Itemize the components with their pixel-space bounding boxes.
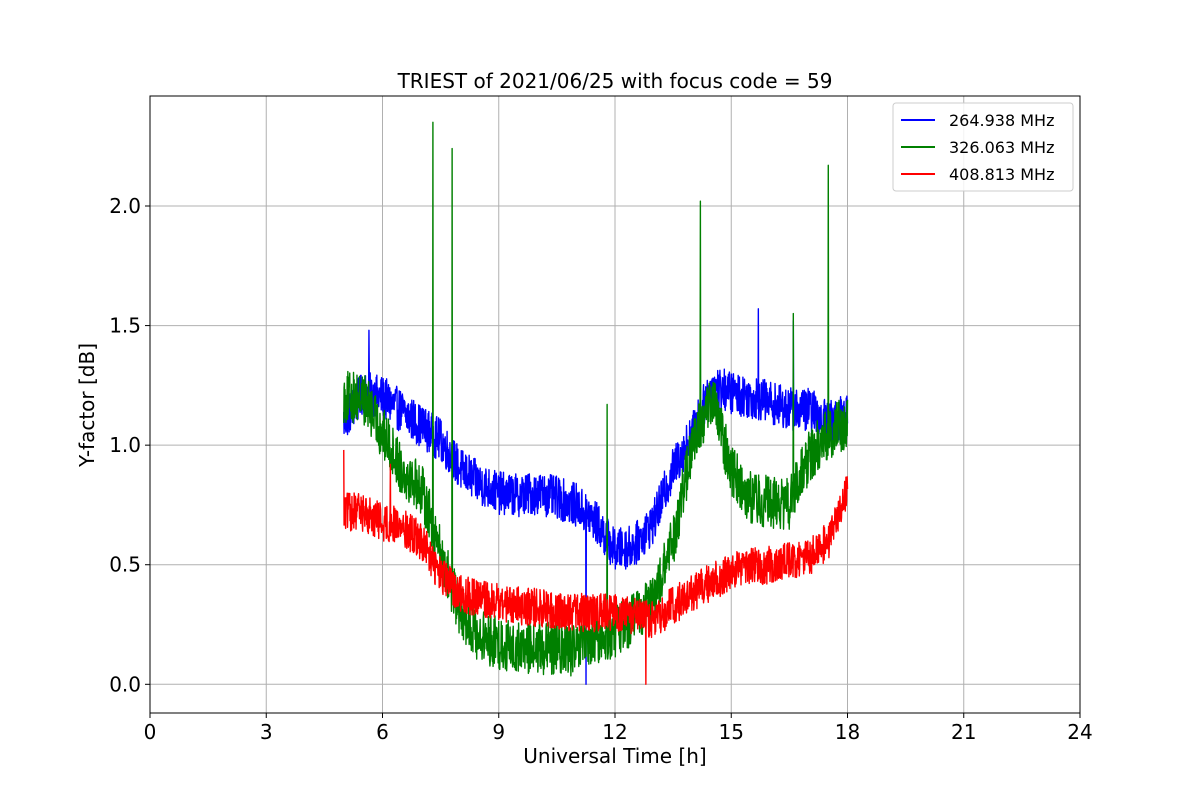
y-tick-label: 1.0 bbox=[109, 433, 141, 457]
x-tick-label: 24 bbox=[1067, 720, 1092, 744]
chart-title: TRIEST of 2021/06/25 with focus code = 5… bbox=[397, 69, 833, 93]
y-axis-label: Y-factor [dB] bbox=[75, 343, 99, 468]
x-tick-label: 3 bbox=[260, 720, 273, 744]
y-tick-label: 2.0 bbox=[109, 194, 141, 218]
ticks: 0 3 6 9 12 15 18 21 24 0.0 0.5 1.0 1.5 2.0 bbox=[109, 194, 1093, 744]
x-tick-label: 21 bbox=[951, 720, 976, 744]
legend-box bbox=[892, 102, 1074, 192]
legend-label: 326.063 MHz bbox=[949, 138, 1054, 157]
legend-label: 408.813 MHz bbox=[949, 165, 1054, 184]
y-tick-label: 0.5 bbox=[109, 553, 141, 577]
x-axis-label: Universal Time [h] bbox=[523, 744, 706, 768]
x-tick-label: 15 bbox=[719, 720, 744, 744]
x-tick-label: 6 bbox=[376, 720, 389, 744]
y-tick-label: 1.5 bbox=[109, 314, 141, 338]
legend: 264.938 MHz 326.063 MHz 408.813 MHz bbox=[892, 102, 1074, 192]
x-tick-label: 0 bbox=[144, 720, 157, 744]
series-line-3 bbox=[343, 449, 849, 685]
x-tick-label: 9 bbox=[492, 720, 505, 744]
series-layer bbox=[343, 121, 849, 685]
legend-label: 264.938 MHz bbox=[949, 111, 1054, 130]
series-line-1 bbox=[343, 308, 849, 685]
x-tick-label: 12 bbox=[602, 720, 627, 744]
y-tick-label: 0.0 bbox=[109, 672, 141, 696]
x-tick-label: 18 bbox=[835, 720, 860, 744]
